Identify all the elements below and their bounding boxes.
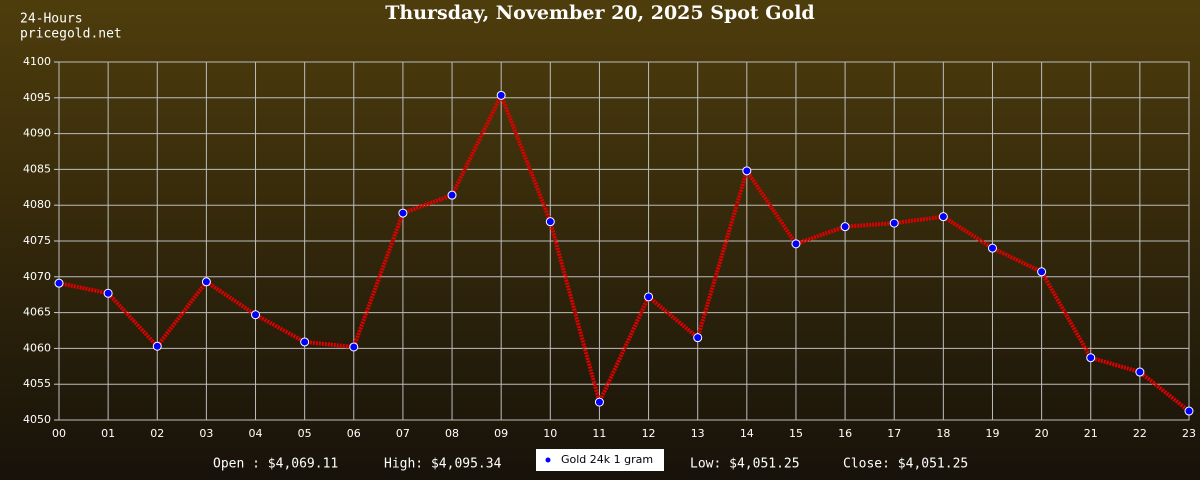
legend-marker (545, 457, 551, 463)
y-tick-label: 4075 (23, 234, 51, 247)
x-tick-label: 05 (298, 427, 312, 440)
x-tick-label: 10 (543, 427, 557, 440)
data-point (987, 243, 997, 253)
y-tick-label: 4065 (23, 306, 51, 319)
data-point (54, 278, 64, 288)
y-tick-label: 4095 (23, 91, 51, 104)
x-tick-label: 23 (1182, 427, 1196, 440)
data-point (152, 341, 162, 351)
x-tick-label: 01 (101, 427, 115, 440)
data-point (496, 90, 506, 100)
data-point (938, 212, 948, 222)
y-tick-label: 4050 (23, 413, 51, 426)
data-point (693, 333, 703, 343)
x-tick-label: 06 (347, 427, 361, 440)
data-point (889, 218, 899, 228)
x-tick-label: 07 (396, 427, 410, 440)
x-tick-label: 11 (592, 427, 606, 440)
x-tick-label: 13 (691, 427, 705, 440)
header-line: 24-Hours (20, 12, 83, 27)
data-point (349, 342, 359, 352)
y-tick-label: 4055 (23, 377, 51, 390)
x-tick-label: 00 (52, 427, 66, 440)
data-point (644, 292, 654, 302)
y-tick-label: 4085 (23, 162, 51, 175)
stat: High: $4,095.34 (384, 457, 502, 472)
data-point (300, 337, 310, 347)
x-tick-label: 18 (936, 427, 950, 440)
data-point (251, 310, 261, 320)
x-tick-label: 20 (1035, 427, 1049, 440)
x-tick-label: 08 (445, 427, 459, 440)
y-tick-label: 4060 (23, 341, 51, 354)
series-line (58, 90, 1191, 413)
y-tick-label: 4100 (23, 55, 51, 68)
data-point (1184, 406, 1194, 416)
data-point (545, 217, 555, 227)
x-tick-label: 04 (249, 427, 263, 440)
data-point (742, 166, 752, 176)
x-tick-label: 21 (1084, 427, 1098, 440)
x-tick-label: 22 (1133, 427, 1147, 440)
y-tick-label: 4080 (23, 198, 51, 211)
x-tick-label: 03 (199, 427, 213, 440)
data-point (447, 190, 457, 200)
data-point (1037, 267, 1047, 277)
x-tick-label: 16 (838, 427, 852, 440)
x-tick-label: 02 (150, 427, 164, 440)
y-tick-label: 4070 (23, 270, 51, 283)
header-line: pricegold.net (20, 27, 122, 42)
data-point (103, 288, 113, 298)
x-tick-label: 15 (789, 427, 803, 440)
data-point (594, 397, 604, 407)
chart-title: Thursday, November 20, 2025 Spot Gold (385, 2, 814, 24)
legend-label: Gold 24k 1 gram (561, 453, 653, 466)
legend-box (536, 449, 664, 471)
x-tick-label: 14 (740, 427, 754, 440)
stat: Close: $4,051.25 (843, 457, 968, 472)
x-tick-label: 19 (985, 427, 999, 440)
data-point (398, 208, 408, 218)
data-point (201, 277, 211, 287)
data-point (791, 239, 801, 249)
data-point (1135, 367, 1145, 377)
x-tick-label: 17 (887, 427, 901, 440)
stat: Low: $4,051.25 (690, 457, 800, 472)
stat: Open : $4,069.11 (213, 457, 338, 472)
x-tick-label: 09 (494, 427, 508, 440)
data-point (840, 222, 850, 232)
data-point (1086, 353, 1096, 363)
x-tick-label: 12 (642, 427, 656, 440)
y-tick-label: 4090 (23, 127, 51, 140)
